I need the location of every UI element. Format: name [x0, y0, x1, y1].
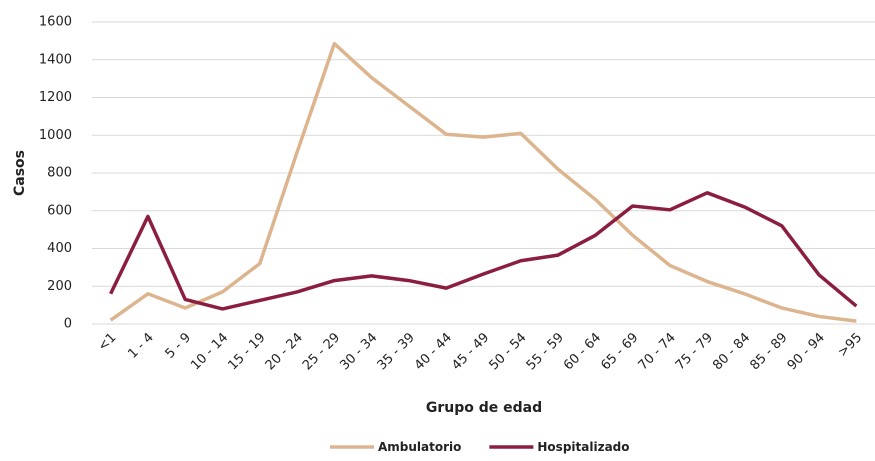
x-tick-label: 50 - 54 [486, 330, 529, 373]
y-tick-label: 800 [47, 166, 72, 181]
x-tick-label: 80 - 84 [710, 330, 753, 373]
y-tick-label: 1200 [39, 90, 72, 105]
y-tick-label: 1000 [39, 128, 72, 143]
x-tick-label: 10 - 14 [188, 330, 231, 373]
y-tick-label: 0 [64, 317, 72, 332]
x-tick-label: 60 - 64 [561, 330, 604, 373]
y-tick-label: 200 [47, 279, 72, 294]
x-tick-label: 40 - 44 [412, 330, 455, 373]
x-tick-label: 90 - 94 [785, 330, 828, 373]
x-tick-label: 55 - 59 [524, 330, 567, 373]
legend-label: Ambulatorio [378, 440, 461, 454]
x-tick-label: 35 - 39 [375, 330, 418, 373]
x-tick-label: 1 - 4 [125, 330, 156, 361]
y-tick-label: 600 [47, 203, 72, 218]
y-axis-title: Casos [12, 150, 28, 196]
x-tick-label: 70 - 74 [636, 330, 679, 373]
y-tick-label: 1400 [39, 52, 72, 67]
x-axis-title: Grupo de edad [426, 400, 542, 416]
x-tick-label: 75 - 79 [673, 330, 716, 373]
line-series [109, 191, 858, 311]
x-tick-label: 45 - 49 [449, 330, 492, 373]
line-series [109, 41, 857, 323]
x-tick-label: 25 - 29 [300, 330, 343, 373]
y-tick-label: 1600 [39, 15, 72, 30]
x-tick-label: 85 - 89 [747, 330, 790, 373]
y-tick-label: 400 [47, 241, 72, 256]
x-tick-label: <1 [95, 330, 119, 354]
x-tick-label: >95 [835, 330, 865, 360]
x-tick-label: 5 - 9 [163, 330, 194, 361]
x-tick-label: 15 - 19 [225, 330, 268, 373]
x-tick-label: 65 - 69 [598, 330, 641, 373]
x-tick-label: 20 - 24 [263, 330, 306, 373]
legend-label: Hospitalizado [537, 440, 629, 454]
x-tick-label: 30 - 34 [337, 330, 380, 373]
